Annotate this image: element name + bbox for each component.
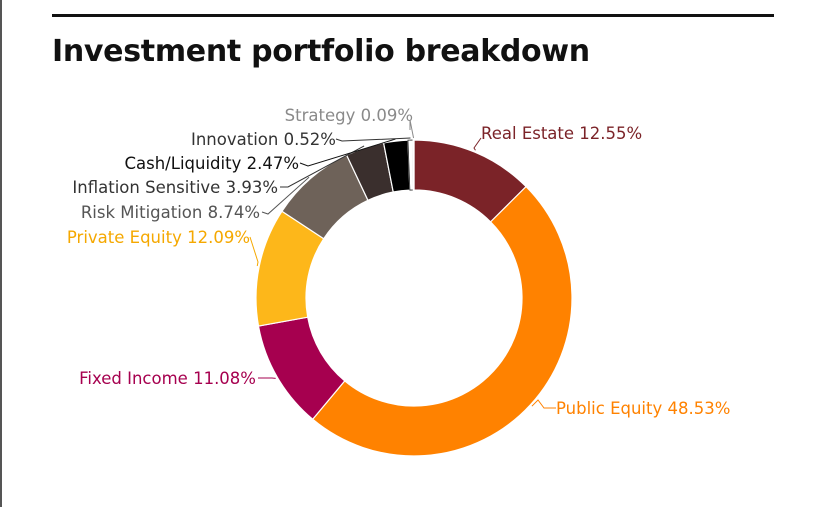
slice-label: Strategy 0.09% [285,106,413,125]
slice-label: Risk Mitigation 8.74% [81,203,260,222]
slice-strategy [412,139,415,191]
slice-label: Real Estate 12.55% [481,124,642,143]
slice-label: Innovation 0.52% [191,130,336,149]
leader-lines [249,119,556,409]
title-top-rule [52,14,774,17]
slice-label: Private Equity 12.09% [67,228,250,247]
leader-line [473,137,482,151]
slice-label: Inflation Sensitive 3.93% [72,178,278,197]
leader-line [299,138,396,167]
leader-line [409,119,415,139]
leader-line [280,145,365,188]
slice-label: Fixed Income 11.08% [79,369,256,388]
page-left-border [0,0,2,507]
slice-labels: Real Estate 12.55% Public Equity 48.53% Fi… [67,106,731,418]
slice-label: Cash/Liquidity 2.47% [125,154,300,173]
chart-title: Investment portfolio breakdown [52,34,590,69]
leader-line [335,137,411,142]
leader-line [249,236,259,267]
leader-line [261,176,310,215]
slice-label: Public Equity 48.53% [556,399,730,418]
slice-public-equity [311,185,573,457]
donut-slices [255,139,573,457]
leader-line [531,399,556,409]
